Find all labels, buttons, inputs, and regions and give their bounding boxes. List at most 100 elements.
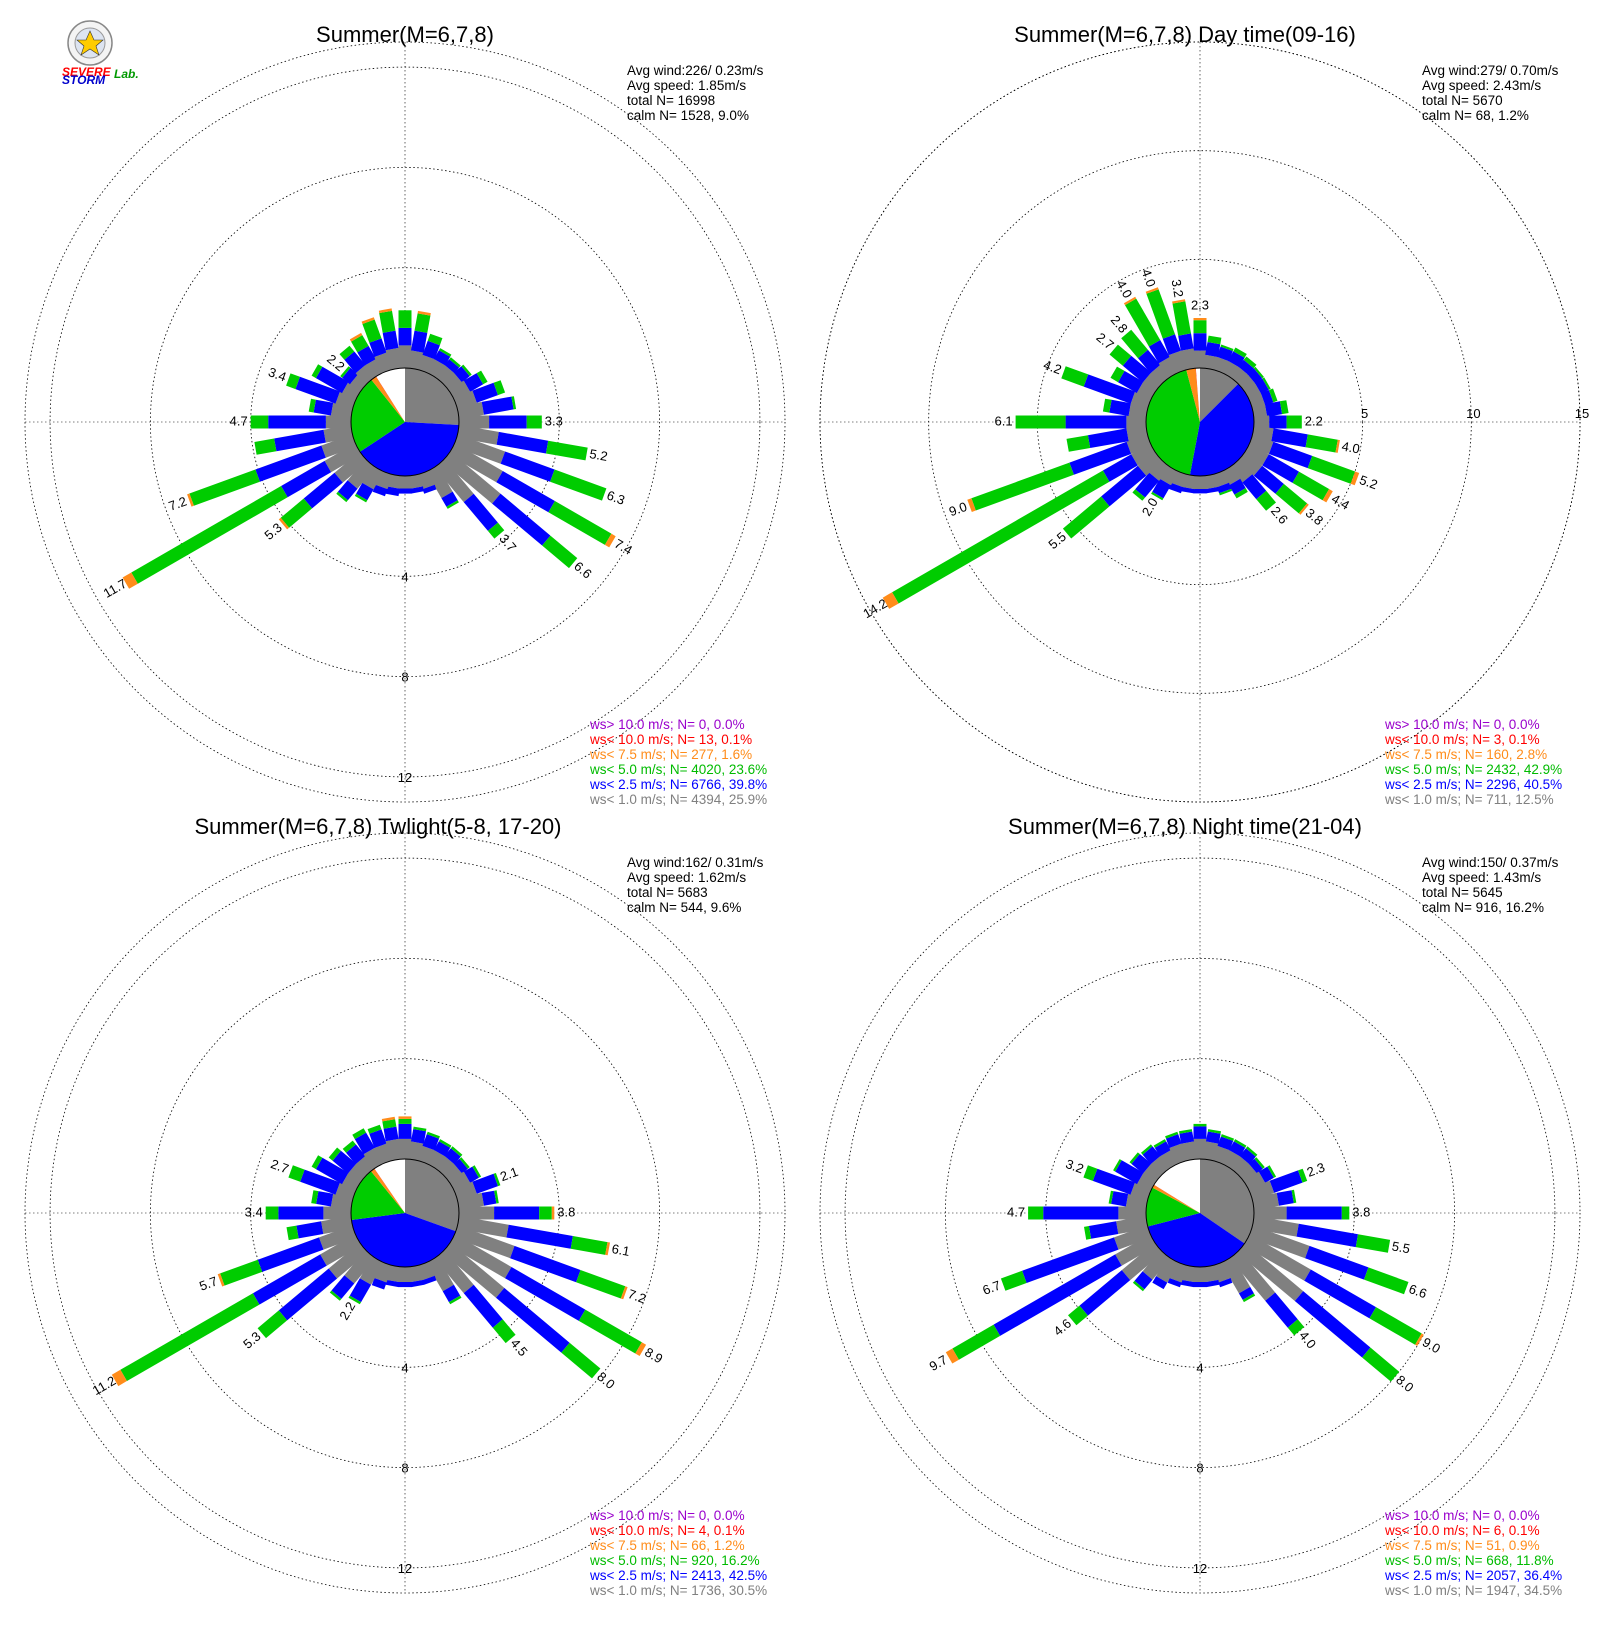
direction-bar bbox=[1254, 415, 1302, 429]
direction-bar bbox=[1237, 1157, 1265, 1184]
direction-bar bbox=[378, 308, 402, 370]
stat-total: total N= 5683 bbox=[627, 885, 708, 900]
bar-segment bbox=[457, 425, 499, 445]
bar-segment bbox=[1141, 1144, 1153, 1155]
bar-segment bbox=[442, 372, 463, 393]
bar-value-label: 5.7 bbox=[197, 1273, 219, 1293]
legend-entry: ws< 2.5 m/s; N= 6766, 39.8% bbox=[589, 777, 767, 792]
direction-bar bbox=[442, 1157, 470, 1184]
bar-segment bbox=[1298, 503, 1309, 515]
stat-total: total N= 5645 bbox=[1422, 885, 1503, 900]
bar-segment bbox=[369, 338, 387, 357]
bar-segment bbox=[187, 493, 194, 507]
direction-bar bbox=[342, 1140, 376, 1176]
bar-segment bbox=[1092, 1168, 1135, 1195]
direction-bar bbox=[453, 1225, 628, 1300]
direction-bar bbox=[1229, 1146, 1258, 1176]
bar-segment bbox=[1205, 486, 1219, 494]
bar-segment bbox=[1193, 318, 1207, 321]
bar-value-label: 5.2 bbox=[588, 446, 608, 464]
wind-rose-summer-all: 48123.35.26.37.46.63.75.311.77.24.73.42.… bbox=[24, 22, 786, 807]
bar-segment bbox=[1172, 301, 1191, 336]
bar-segment bbox=[278, 517, 290, 530]
pie-slice bbox=[1200, 368, 1239, 422]
bar-segment bbox=[286, 1225, 299, 1241]
bar-segment bbox=[539, 1206, 552, 1220]
bar-segment bbox=[1109, 399, 1131, 416]
direction-bar bbox=[1193, 476, 1207, 494]
bar-segment bbox=[1152, 478, 1171, 499]
bar-segment bbox=[1275, 483, 1308, 514]
pie-slice bbox=[359, 422, 459, 476]
bar-segment bbox=[323, 1206, 351, 1220]
direction-bar bbox=[1229, 459, 1276, 511]
bar-segment bbox=[1242, 1293, 1256, 1303]
bar-segment bbox=[427, 333, 443, 346]
bar-value-label: 3.3 bbox=[545, 413, 563, 428]
direction-bar bbox=[426, 465, 459, 509]
bar-segment bbox=[1254, 378, 1269, 395]
direction-bar bbox=[329, 1250, 376, 1301]
bar-segment bbox=[1115, 1160, 1144, 1185]
bar-segment bbox=[347, 459, 376, 489]
pie-slice bbox=[351, 1213, 456, 1267]
bar-segment bbox=[489, 415, 527, 429]
bar-segment bbox=[1111, 1191, 1129, 1207]
bar-segment bbox=[1068, 1305, 1088, 1326]
bar-segment bbox=[359, 1256, 384, 1285]
direction-bar bbox=[1248, 434, 1360, 486]
legend-entry: ws< 5.0 m/s; N= 2432, 42.9% bbox=[1384, 762, 1562, 777]
bar-segment bbox=[551, 1206, 555, 1220]
bar-segment bbox=[1341, 1206, 1350, 1220]
direction-bar bbox=[1110, 366, 1157, 401]
bar-segment bbox=[444, 1148, 461, 1165]
bar-segment bbox=[1083, 374, 1136, 404]
bar-segment bbox=[1243, 356, 1257, 369]
stat-avg-wind: Avg wind:150/ 0.37m/s bbox=[1422, 855, 1559, 870]
direction-bar bbox=[1243, 1234, 1424, 1346]
bar-segment bbox=[1335, 439, 1340, 453]
bar-segment bbox=[398, 1138, 412, 1159]
direction-bar bbox=[1141, 1144, 1171, 1176]
bar-segment bbox=[1219, 488, 1232, 496]
bar-segment bbox=[1268, 388, 1278, 403]
bar-segment bbox=[1125, 298, 1161, 347]
bar-segment bbox=[1227, 351, 1245, 368]
bar-segment bbox=[1179, 1129, 1193, 1134]
bar-segment bbox=[1267, 1165, 1277, 1178]
bar-segment bbox=[1154, 1141, 1172, 1157]
bar-value-label: 7.4 bbox=[612, 536, 635, 558]
bar-value-label: 5.5 bbox=[1045, 529, 1068, 552]
bar-segment bbox=[315, 366, 349, 394]
bar-segment bbox=[354, 1132, 375, 1155]
bar-segment bbox=[367, 1124, 382, 1134]
bar-segment bbox=[487, 522, 505, 539]
bar-segment bbox=[448, 1234, 512, 1279]
bar-segment bbox=[1088, 1221, 1119, 1239]
legend-entry: ws< 7.5 m/s; N= 66, 1.2% bbox=[589, 1538, 745, 1553]
bar-segment bbox=[1254, 1157, 1265, 1169]
direction-bar bbox=[453, 434, 607, 501]
direction-bar bbox=[1252, 400, 1289, 419]
bar-segment bbox=[344, 1250, 376, 1284]
bar-segment bbox=[315, 1157, 349, 1185]
bar-segment bbox=[461, 364, 472, 377]
direction-bar bbox=[967, 434, 1152, 512]
direction-bar bbox=[1221, 465, 1248, 499]
stat-calm: calm N= 544, 9.6% bbox=[627, 900, 741, 915]
bar-segment bbox=[252, 1254, 327, 1305]
bar-value-label: 4.0 bbox=[1341, 439, 1361, 457]
bar-segment bbox=[250, 415, 269, 429]
direction-bar bbox=[398, 310, 412, 368]
bar-segment bbox=[1113, 1159, 1122, 1172]
bar-segment bbox=[1217, 1136, 1234, 1151]
ring-label: 15 bbox=[1575, 406, 1589, 421]
bar-segment bbox=[122, 572, 138, 589]
bar-segment bbox=[313, 399, 334, 416]
bar-segment bbox=[321, 1216, 353, 1234]
bar-segment bbox=[383, 1126, 399, 1142]
bar-segment bbox=[1000, 1270, 1027, 1291]
seal-star-icon bbox=[76, 30, 104, 56]
bar-segment bbox=[280, 498, 313, 528]
bar-segment bbox=[1265, 1292, 1298, 1328]
